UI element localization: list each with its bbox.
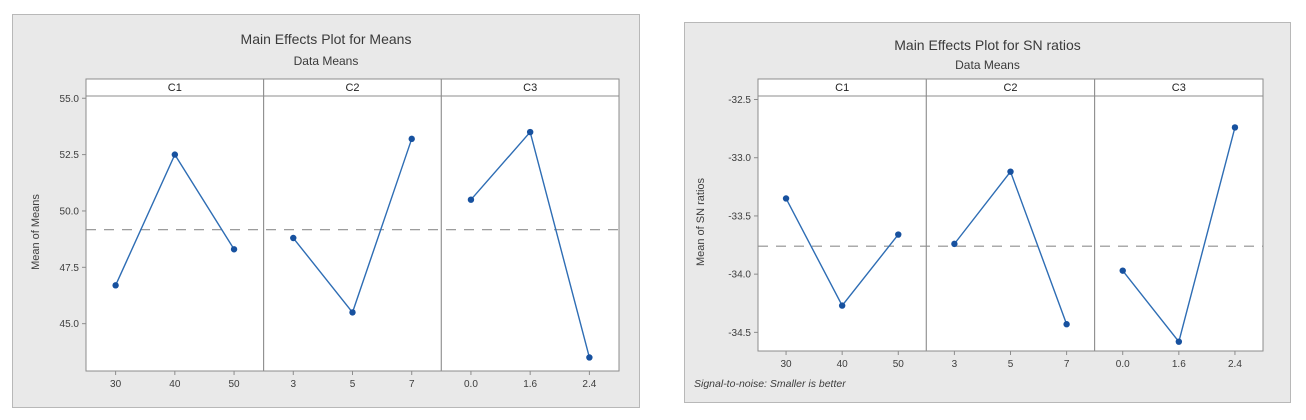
panel-frame <box>757 95 927 352</box>
chart-subtitle: Data Means <box>293 54 359 68</box>
data-point-marker <box>951 240 958 248</box>
panel-header-label: C1 <box>168 82 182 94</box>
data-point-marker <box>290 234 297 242</box>
data-point-marker <box>171 151 179 158</box>
x-tick-label: 5 <box>1008 359 1014 370</box>
data-point-marker <box>782 195 790 202</box>
x-tick-label: 30 <box>110 379 122 390</box>
y-tick-label: 47.5 <box>60 263 80 274</box>
data-point-marker <box>349 309 356 316</box>
x-tick-label: 0.0 <box>464 379 478 390</box>
chart-card-means: Main Effects Plot for Means Data Means M… <box>12 14 640 408</box>
y-tick-label: -34.5 <box>728 328 751 339</box>
data-point-marker <box>895 231 902 238</box>
x-tick-label: 50 <box>228 379 240 390</box>
panel-header-label: C3 <box>523 82 537 94</box>
y-tick-label: -33.0 <box>728 153 751 164</box>
data-point-marker <box>586 354 593 361</box>
y-tick-label: 55.0 <box>60 94 80 105</box>
x-tick-label: 40 <box>837 359 849 370</box>
y-tick-label: -34.0 <box>728 270 751 281</box>
data-point-marker <box>467 196 475 203</box>
data-point-marker <box>1119 267 1126 274</box>
sn-plot-canvas: C1 C2 C3 -32.5 -33.0 -33.5 -34.0 -34.5 30 40 50 3 5 7… <box>728 78 1264 370</box>
data-point-marker <box>838 302 846 309</box>
x-tick-label: 1.6 <box>523 379 537 390</box>
data-point-marker <box>112 282 119 289</box>
x-tick-label: 3 <box>952 359 958 370</box>
data-point-marker <box>1231 124 1239 131</box>
data-point-marker <box>1063 321 1070 328</box>
panel-header-label: C2 <box>345 82 359 94</box>
x-tick-label: 5 <box>350 379 356 390</box>
chart-title: Main Effects Plot for Means <box>240 31 412 47</box>
panel-frame <box>263 95 442 372</box>
chart-subtitle: Data Means <box>955 58 1020 72</box>
y-tick-label: 52.5 <box>60 150 80 161</box>
means-plot-canvas: C1 C2 C3 55.0 52.5 50.0 47.5 45.0 30 40 50 3 5 7 0.0 1.… <box>60 78 620 390</box>
panel-header-label: C3 <box>1172 82 1186 94</box>
chart-title: Main Effects Plot for SN ratios <box>894 37 1081 53</box>
x-tick-label: 2.4 <box>1228 359 1242 370</box>
x-tick-label: 50 <box>893 359 905 370</box>
panel-frame <box>440 95 620 372</box>
y-tick-label: -33.5 <box>728 211 751 222</box>
signal-to-noise-footnote: Signal-to-noise: Smaller is better <box>694 378 846 390</box>
x-tick-label: 2.4 <box>582 379 596 390</box>
chart-card-sn-ratios: Main Effects Plot for SN ratios Data Mea… <box>684 22 1291 403</box>
x-tick-label: 7 <box>1064 359 1070 370</box>
x-tick-label: 3 <box>290 379 296 390</box>
data-point-marker <box>230 246 238 253</box>
x-tick-label: 1.6 <box>1172 359 1186 370</box>
panel-header-label: C1 <box>835 82 849 94</box>
panel-frame <box>925 95 1096 352</box>
x-tick-label: 0.0 <box>1116 359 1130 370</box>
data-point-marker <box>526 128 534 136</box>
x-tick-label: 30 <box>780 359 792 370</box>
x-tick-label: 40 <box>169 379 181 390</box>
y-tick-label: 45.0 <box>60 319 80 330</box>
y-tick-label: -32.5 <box>728 95 751 106</box>
panel-header-label: C2 <box>1003 82 1017 94</box>
panel-frame <box>85 95 265 372</box>
panel-frame <box>1094 95 1264 352</box>
data-point-marker <box>1175 338 1183 345</box>
data-point-marker <box>408 135 415 143</box>
y-tick-label: 50.0 <box>60 206 80 217</box>
data-point-marker <box>1007 168 1014 175</box>
x-tick-label: 7 <box>409 379 415 390</box>
